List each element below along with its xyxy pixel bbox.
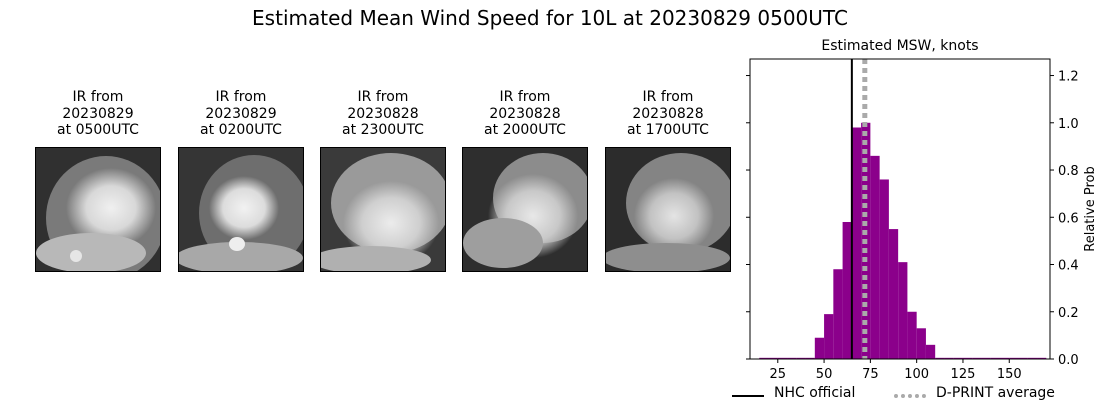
histogram-bar — [787, 357, 797, 359]
ir-panel-title: IR from 20230828 at 2300UTC — [320, 89, 446, 141]
dprint-legend-line-icon — [894, 394, 926, 398]
histogram-bar — [1009, 357, 1019, 359]
dprint-legend-label: D-PRINT average — [936, 385, 1055, 401]
ir-satellite-image — [320, 147, 446, 272]
ir-title-line2: 20230828 — [489, 105, 561, 122]
histogram-bar — [805, 357, 815, 359]
y-tick-label: 0.8 — [1058, 164, 1079, 179]
histogram-bar — [907, 311, 917, 359]
histogram-bar — [1037, 357, 1047, 359]
histogram-bar — [981, 357, 991, 359]
y-axis-ticks: 0.0 0.2 0.4 0.6 0.8 1.0 1.2 — [746, 70, 1079, 368]
figure-title: Estimated Mean Wind Speed for 10L at 202… — [252, 6, 848, 30]
ir-panel-title: IR from 20230828 at 1700UTC — [605, 89, 731, 141]
histogram-bar — [953, 357, 963, 359]
y-tick-label: 1.2 — [1058, 70, 1079, 85]
histogram-bar — [1018, 357, 1028, 359]
ir-title-line1: IR from — [72, 89, 124, 105]
histogram-bar — [962, 357, 973, 359]
nhc-legend-label: NHC official — [774, 385, 856, 401]
nhc-legend-line-icon — [732, 395, 764, 397]
x-tick-label: 25 — [770, 367, 787, 382]
x-tick-label: 100 — [904, 367, 929, 382]
x-tick-label: 150 — [997, 367, 1022, 382]
histogram-bars — [759, 122, 1047, 359]
x-axis-ticks: 25 50 75 100 125 150 — [770, 359, 1022, 382]
histogram-bar — [972, 357, 982, 359]
histogram-bar — [888, 229, 899, 359]
ir-title-line2: 20230828 — [347, 105, 419, 122]
y-tick-label: 0.2 — [1058, 306, 1079, 321]
histogram-bar — [833, 269, 843, 359]
histogram-bar — [879, 179, 889, 359]
y-tick-label: 0.6 — [1058, 211, 1079, 226]
y-tick-label: 0.0 — [1058, 353, 1079, 368]
histogram-bar — [870, 155, 880, 359]
histogram-bar — [925, 344, 936, 359]
ir-panel-title: IR from 20230829 at 0500UTC — [35, 89, 161, 141]
ir-title-line2: 20230828 — [632, 105, 704, 122]
ir-panel-title: IR from 20230828 at 2000UTC — [462, 89, 588, 141]
histogram-bar — [1027, 357, 1038, 359]
ir-panel-5: IR from 20230828 at 1700UTC — [605, 89, 731, 272]
ir-panel-2: IR from 20230829 at 0200UTC — [178, 89, 304, 272]
ir-title-line3: at 1700UTC — [627, 122, 709, 138]
ir-title-line3: at 0500UTC — [57, 122, 139, 138]
ir-panel-4: IR from 20230828 at 2000UTC — [462, 89, 588, 272]
x-tick-label: 50 — [816, 367, 833, 382]
chart-title: Estimated MSW, knots — [821, 38, 978, 54]
x-tick-label: 125 — [951, 367, 976, 382]
histogram-bar — [944, 357, 954, 359]
ir-satellite-image — [605, 147, 731, 272]
ir-satellite-image — [178, 147, 304, 272]
ir-title-line1: IR from — [215, 89, 267, 105]
histogram-bar — [777, 357, 788, 359]
plot-frame — [749, 58, 1051, 360]
x-tick-label: 75 — [862, 367, 879, 382]
y-tick-label: 1.0 — [1058, 117, 1079, 132]
ir-satellite-image — [35, 147, 161, 272]
histogram-bar — [916, 328, 926, 359]
histogram-bar — [814, 337, 825, 359]
ir-title-line1: IR from — [357, 89, 409, 105]
ir-title-line3: at 2300UTC — [342, 122, 424, 138]
histogram-bar — [768, 357, 778, 359]
ir-panel-1: IR from 20230829 at 0500UTC — [35, 89, 161, 272]
ir-title-line3: at 0200UTC — [200, 122, 282, 138]
ir-title-line1: IR from — [642, 89, 694, 105]
histogram-bar — [796, 357, 806, 359]
ir-panel-3: IR from 20230828 at 2300UTC — [320, 89, 446, 272]
histogram-bar — [1000, 357, 1010, 359]
histogram-bar — [898, 262, 908, 359]
histogram-bar — [935, 357, 945, 359]
ir-title-line2: 20230829 — [205, 105, 277, 122]
ir-title-line2: 20230829 — [62, 105, 134, 122]
histogram-bar — [842, 221, 852, 359]
y-tick-label: 0.4 — [1058, 259, 1079, 274]
histogram-bar — [824, 314, 834, 359]
histogram-bar — [759, 357, 769, 359]
ir-satellite-image — [462, 147, 588, 272]
ir-title-line3: at 2000UTC — [484, 122, 566, 138]
histogram-bar — [851, 127, 862, 359]
histogram-bar — [990, 357, 1000, 359]
y-axis-label: Relative Prob — [1083, 166, 1098, 251]
ir-title-line1: IR from — [499, 89, 551, 105]
ir-panel-title: IR from 20230829 at 0200UTC — [178, 89, 304, 141]
reference-lines — [850, 59, 868, 359]
